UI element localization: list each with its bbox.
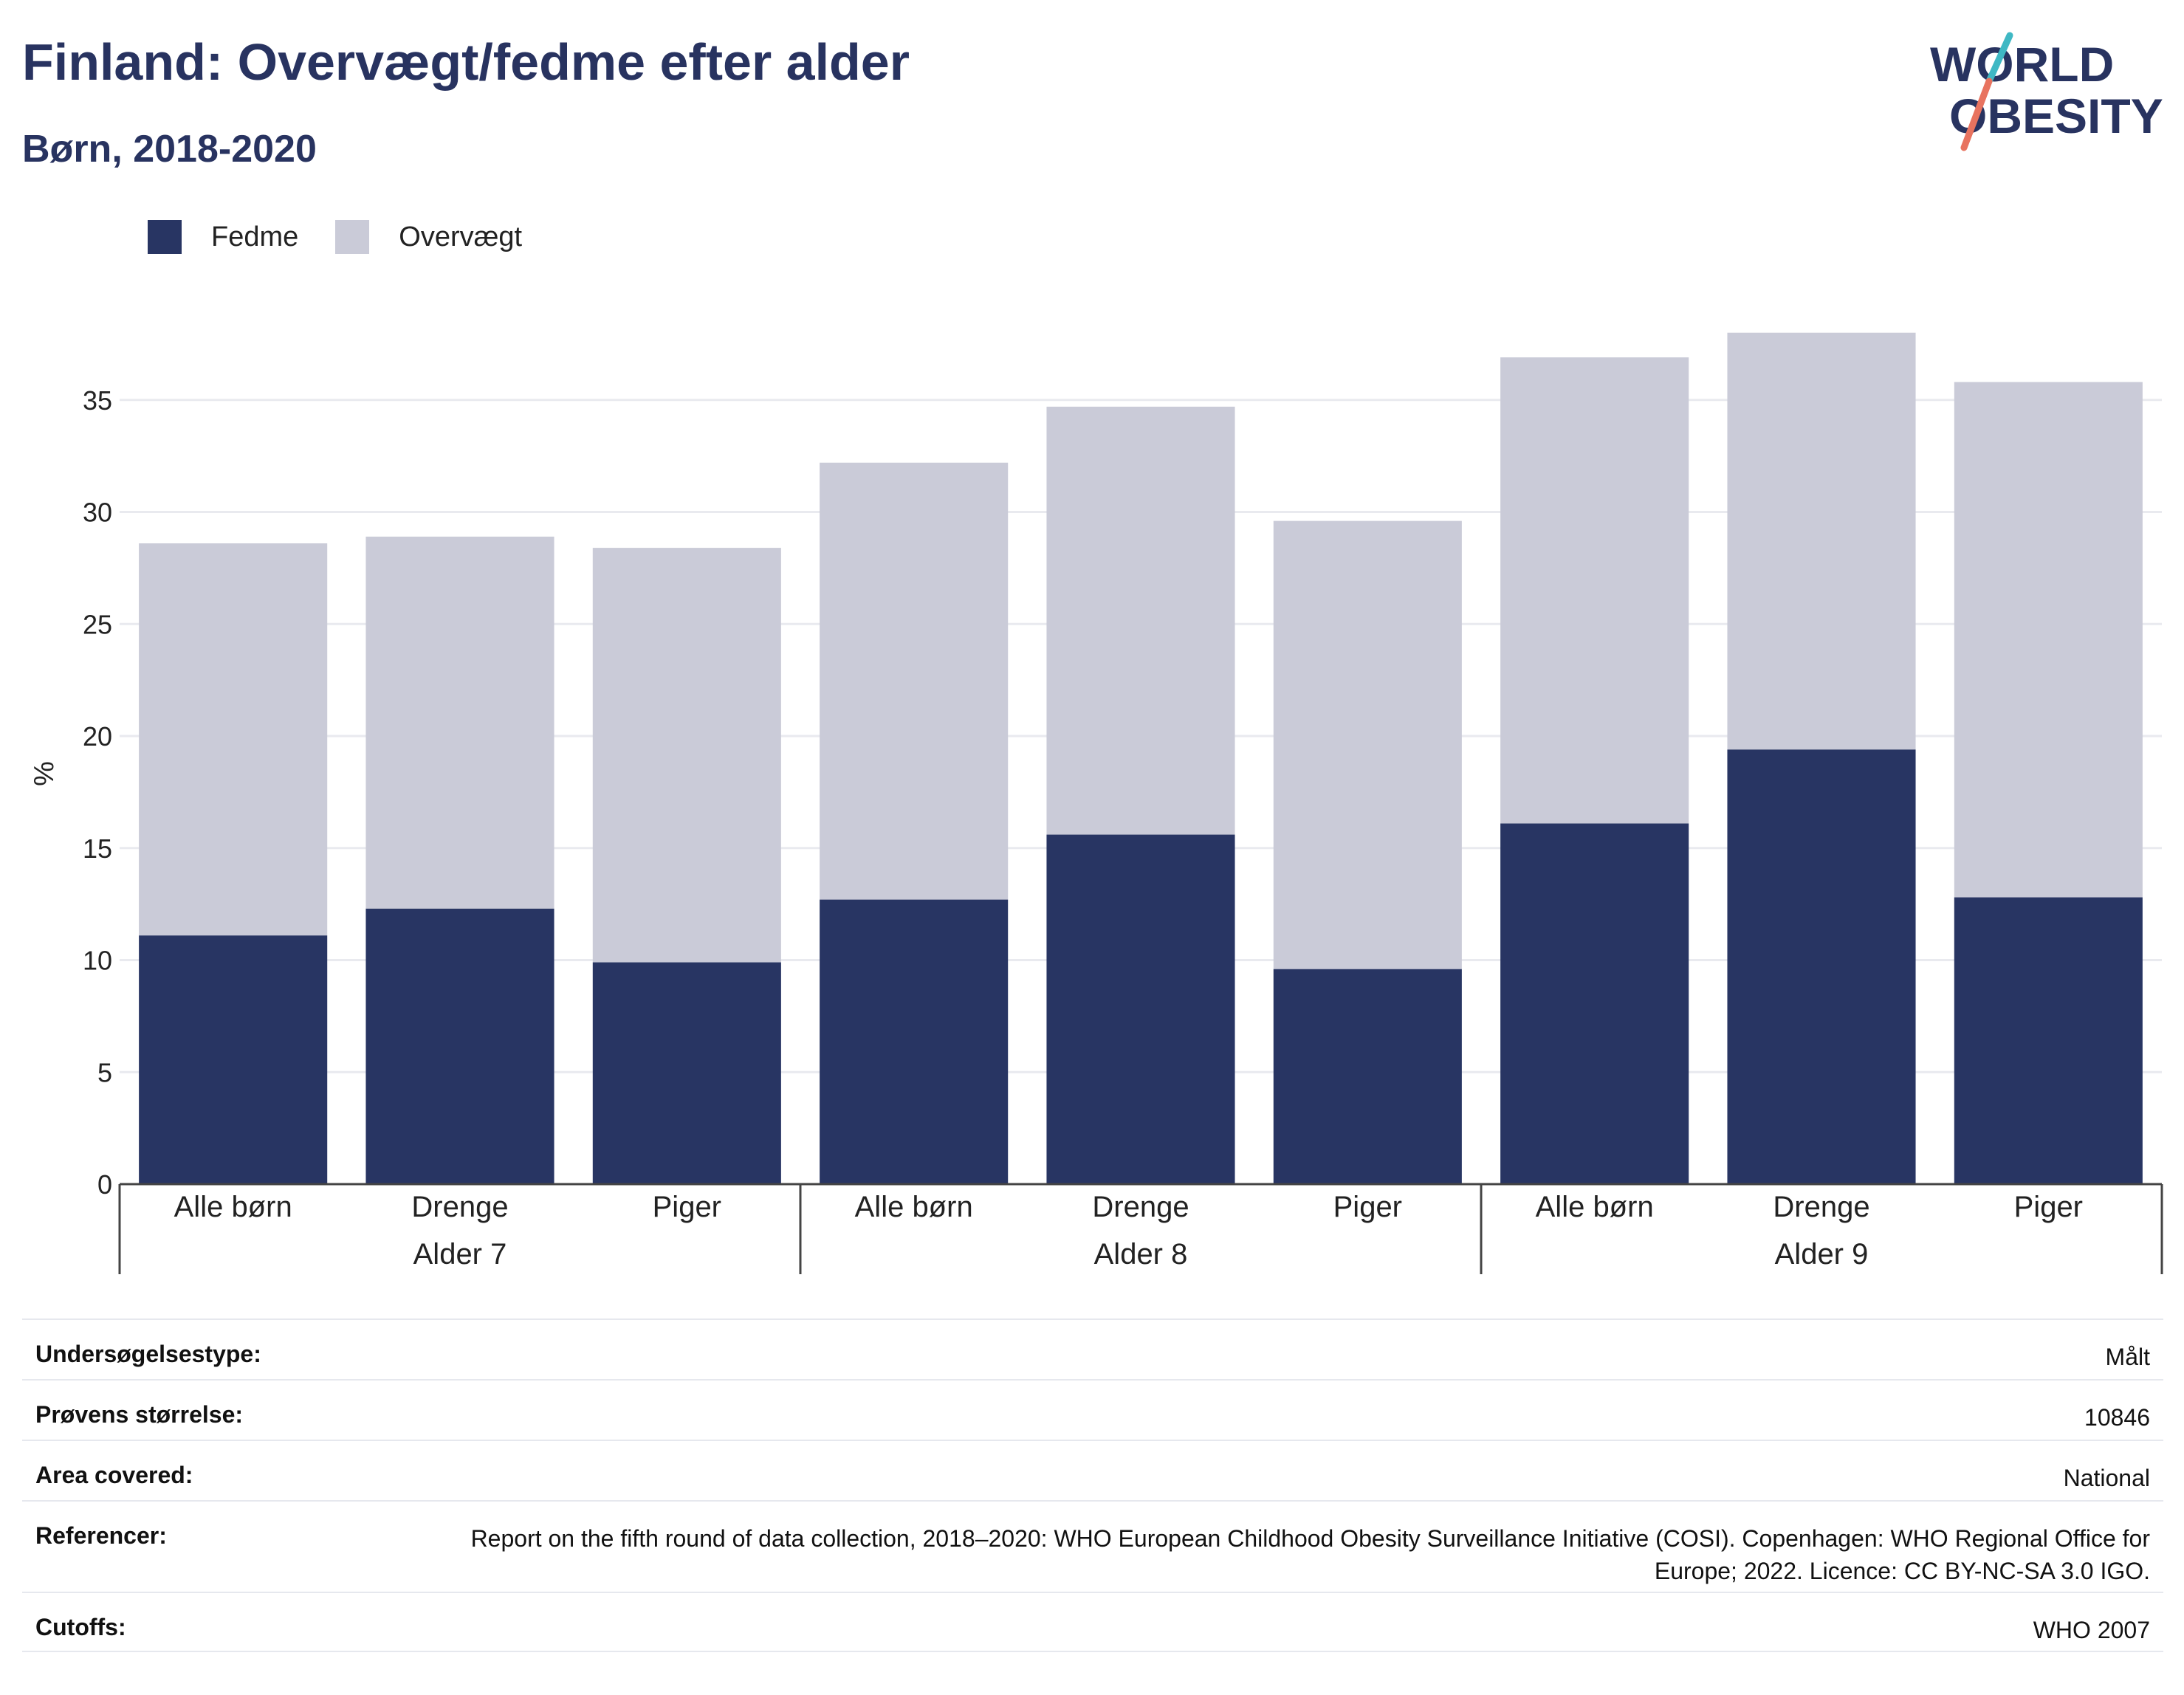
y-tick-label: 10 [83,946,112,976]
group-label: Alder 7 [413,1238,507,1271]
bar-fedme [1046,834,1235,1184]
bar-overvaegt [1273,520,1462,969]
info-value: Report on the fifth round of data collec… [470,1525,2150,1584]
x-tick-label: Piger [1333,1191,1402,1223]
info-value: National [2063,1465,2150,1491]
x-tick-label: Piger [2014,1191,2083,1223]
bar-overvaegt [820,462,1009,900]
info-value: WHO 2007 [2033,1617,2150,1643]
legend-label-overvaegt: Overvægt [399,221,523,252]
legend-item-overvaegt[interactable]: Overvægt [335,220,522,254]
info-row-references: Referencer: Report on the fifth round of… [22,1500,2163,1592]
bar-fedme [1500,823,1689,1184]
bar-fedme [1727,749,1916,1184]
group-label: Alder 9 [1775,1238,1869,1271]
info-label: Cutoffs: [35,1614,126,1640]
bar-fedme [1954,897,2143,1184]
y-tick-label: 0 [97,1169,112,1200]
y-tick-label: 25 [83,609,112,639]
info-row-sample-size: Prøvens størrelse: 10846 [22,1379,2163,1440]
info-row-survey-type: Undersøgelsestype: Målt [22,1318,2163,1379]
legend-label-fedme: Fedme [211,221,299,252]
world-obesity-logo: WORLD OBESITY [1930,32,2163,151]
y-tick-label: 30 [83,498,112,528]
y-axis-label: % [29,761,60,786]
y-tick-label: 5 [97,1057,112,1087]
info-label: Undersøgelsestype: [35,1341,261,1367]
x-tick-label: Alle børn [174,1191,292,1223]
y-tick-label: 20 [83,721,112,752]
chart-subtitle: Børn, 2018-2020 [22,128,317,171]
legend-swatch-overvaegt [335,220,370,254]
bar-overvaegt [1500,357,1689,824]
y-tick-label: 15 [83,833,112,864]
chart-title: Finland: Overvægt/fedme efter alder [22,33,910,91]
bar-fedme [820,899,1009,1184]
bar-fedme [592,962,781,1184]
group-label: Alder 8 [1094,1238,1188,1271]
chart-legend: Fedme Overvægt [148,220,559,254]
info-label: Area covered: [35,1462,193,1488]
info-label: Referencer: [35,1522,167,1549]
x-tick-label: Drenge [411,1191,508,1223]
legend-item-fedme[interactable]: Fedme [148,220,298,254]
bar-fedme [139,935,328,1184]
x-tick-label: Piger [653,1191,721,1223]
bar-overvaegt [592,548,781,963]
info-table: Undersøgelsestype: Målt Prøvens størrels… [22,1318,2163,1652]
bar-overvaegt [1046,406,1235,835]
bar-fedme [365,908,554,1184]
logo-slash-bottom [1960,78,1993,151]
info-value: 10846 [2084,1404,2150,1431]
bar-overvaegt [1727,332,1916,750]
info-label: Prøvens størrelse: [35,1401,244,1428]
bar-overvaegt [139,543,328,936]
x-tick-label: Drenge [1092,1191,1189,1223]
x-tick-label: Alle børn [1536,1191,1654,1223]
x-tick-label: Alle børn [855,1191,973,1223]
info-value: Målt [2105,1344,2150,1370]
x-tick-label: Drenge [1773,1191,1869,1223]
y-tick-label: 35 [83,385,112,416]
bar-overvaegt [365,536,554,909]
legend-swatch-fedme [148,220,182,254]
info-row-cutoffs: Cutoffs: WHO 2007 [22,1592,2163,1652]
bar-overvaegt [1954,382,2143,898]
bar-chart: 0 5 10 15 20 25 30 35% Alle børn Drenge Piger Alle … [29,332,2163,1274]
bar-fedme [1273,969,1462,1184]
logo-slash-top [1985,32,2013,85]
info-row-area-covered: Area covered: National [22,1440,2163,1500]
